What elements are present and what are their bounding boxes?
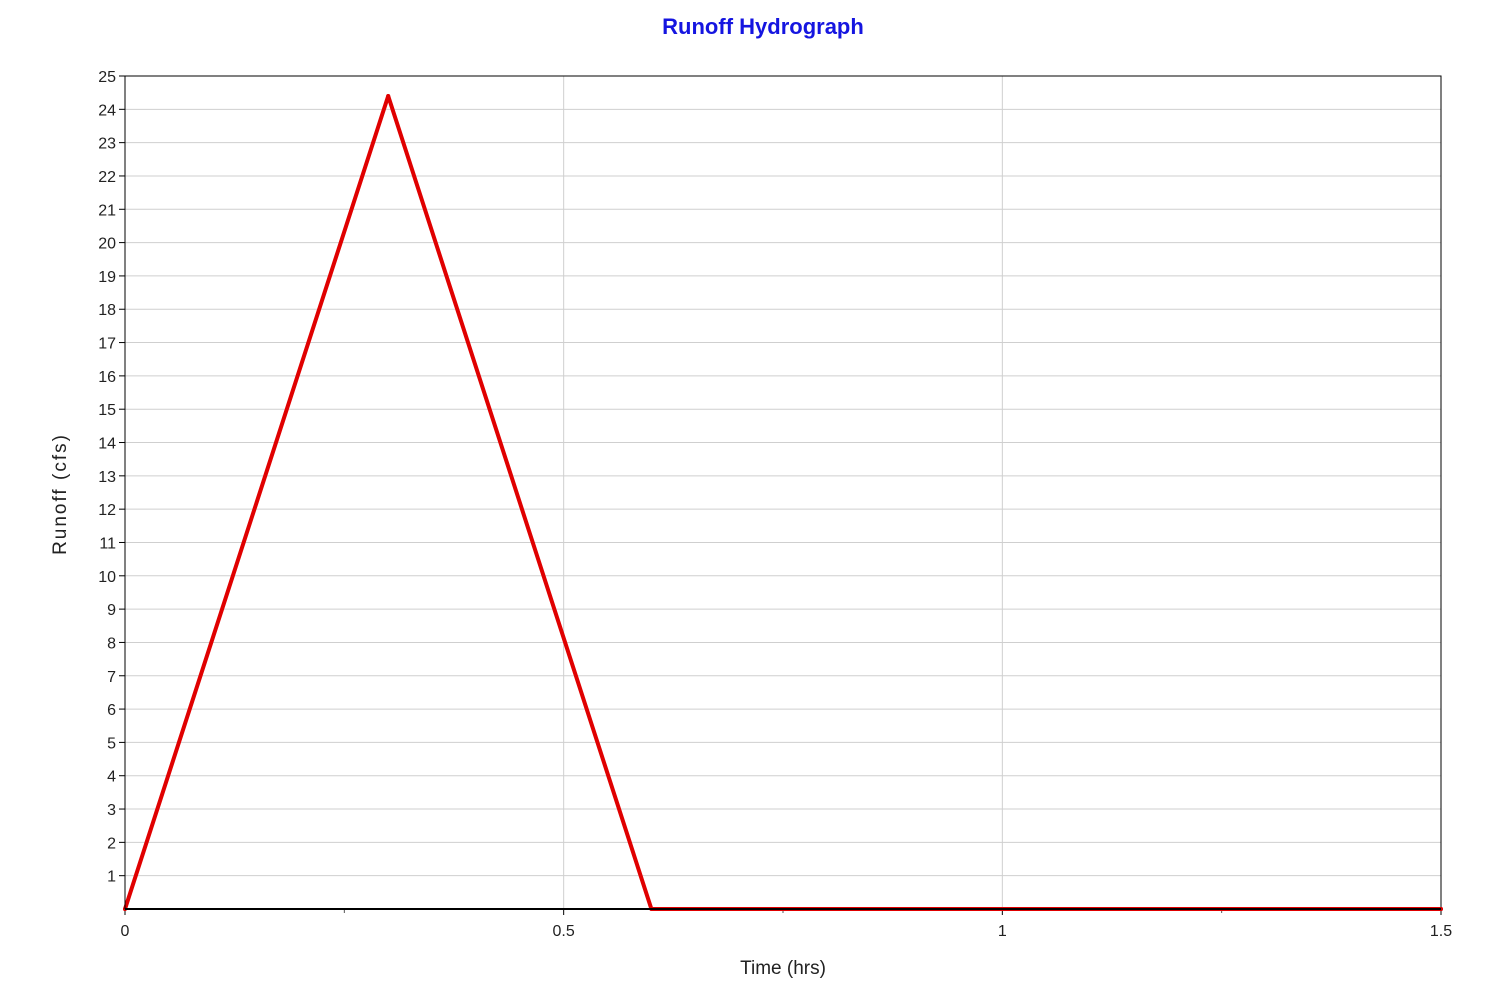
y-tick-label: 15 (98, 402, 116, 419)
axis-ticks: 1234567891011121314151617181920212223242… (98, 69, 1452, 940)
data-point (386, 93, 391, 98)
y-tick-label: 13 (98, 469, 116, 486)
series-line-runoff (123, 94, 1443, 911)
plot-frame (124, 75, 1442, 910)
y-tick-label: 25 (98, 69, 116, 86)
x-tick-label: 1.5 (1430, 923, 1452, 940)
y-tick-label: 19 (98, 269, 116, 286)
y-tick-label: 1 (107, 869, 116, 886)
y-tick-label: 7 (107, 669, 116, 686)
y-tick-label: 16 (98, 369, 116, 386)
y-tick-label: 3 (107, 802, 116, 819)
y-tick-label: 2 (107, 835, 116, 852)
y-tick-label: 17 (98, 336, 116, 353)
x-axis-label: Time (hrs) (740, 958, 826, 979)
y-tick-label: 4 (107, 769, 116, 786)
y-tick-label: 12 (98, 502, 116, 519)
x-tick-label: 0.5 (553, 923, 575, 940)
y-tick-label: 10 (98, 569, 116, 586)
y-tick-label: 21 (98, 202, 116, 219)
y-tick-label: 24 (98, 102, 116, 119)
y-tick-label: 9 (107, 602, 116, 619)
x-tick-label: 1 (998, 923, 1007, 940)
y-tick-label: 23 (98, 136, 116, 153)
y-tick-label: 20 (98, 236, 116, 253)
grid-lines (125, 76, 1441, 909)
chart-title: Runoff Hydrograph (662, 14, 864, 39)
y-tick-label: 18 (98, 302, 116, 319)
x-tick-label: 0 (121, 923, 130, 940)
y-tick-label: 6 (107, 702, 116, 719)
y-tick-label: 11 (99, 535, 116, 552)
y-tick-label: 22 (98, 169, 116, 186)
y-tick-label: 14 (98, 436, 116, 453)
series-layer (123, 93, 1443, 911)
y-tick-label: 8 (107, 635, 116, 652)
y-axis-label: Runoff (cfs) (50, 433, 71, 555)
y-tick-label: 5 (107, 735, 116, 752)
